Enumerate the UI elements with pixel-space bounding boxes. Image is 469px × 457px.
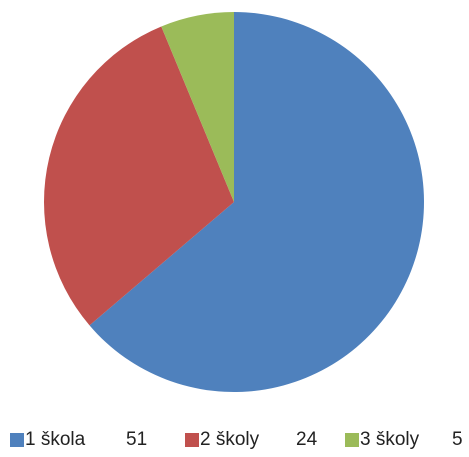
legend-value: 5 — [452, 429, 463, 450]
legend-value: 24 — [296, 429, 318, 450]
legend-label: 2 školy — [200, 429, 260, 450]
legend-swatch — [10, 433, 24, 447]
legend-label: 3 školy — [360, 429, 420, 450]
legend-swatch — [185, 433, 199, 447]
legend-value: 51 — [126, 429, 147, 450]
pie-slice — [43, 26, 235, 326]
pie-slice — [161, 12, 234, 202]
pie-slice — [89, 12, 425, 392]
legend-swatch — [345, 433, 359, 447]
legend-label: 1 škola — [25, 429, 86, 450]
